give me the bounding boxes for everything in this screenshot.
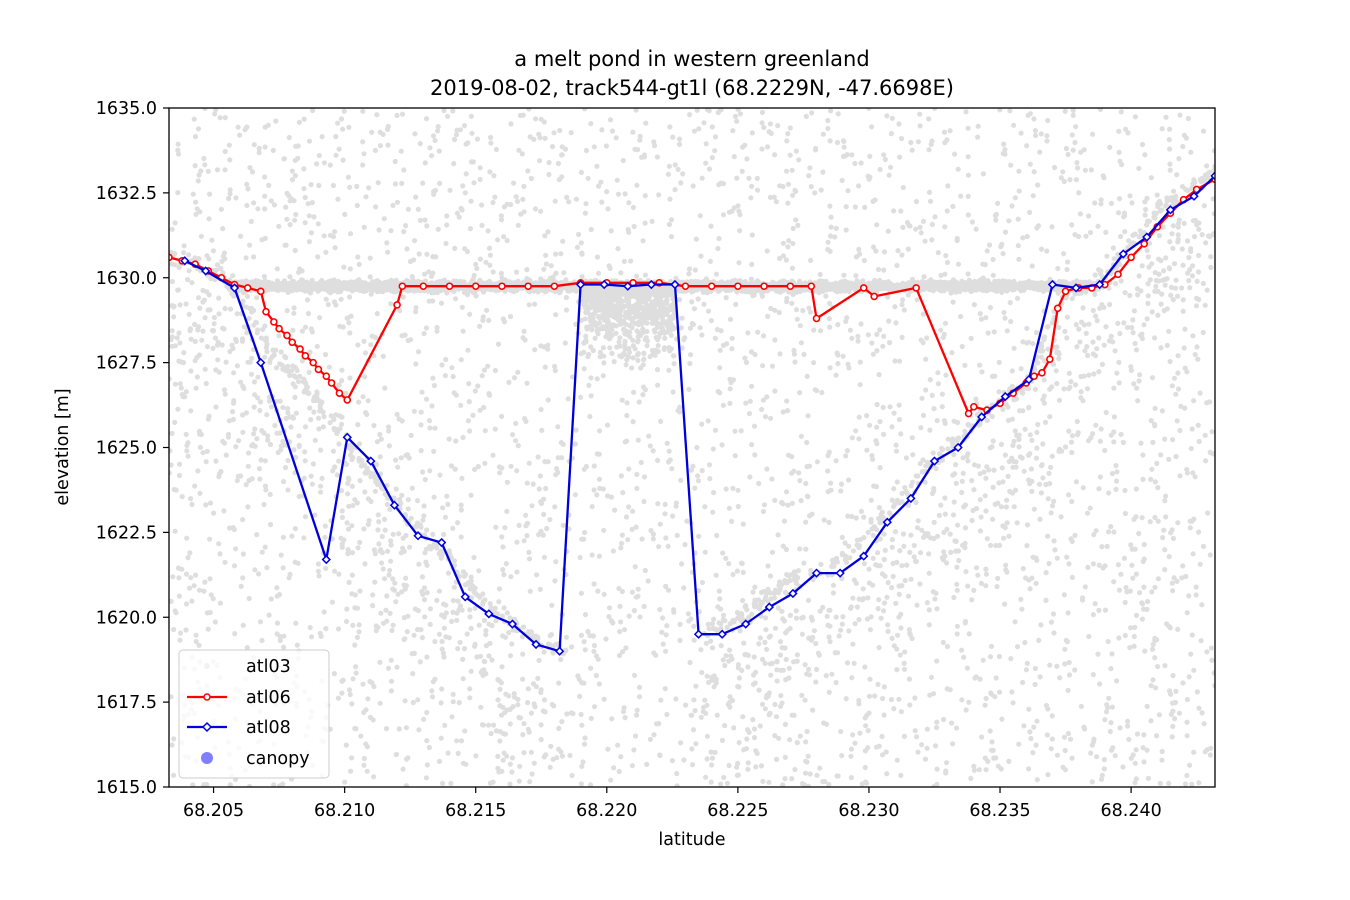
y-tick-label: 1635.0 [96,99,157,119]
atl06-point [966,411,972,417]
legend-marker-atl06 [204,694,210,700]
atl06-point [499,283,505,289]
atl06-point [276,326,282,332]
atl06-point [263,309,269,315]
atl06-point [289,339,295,345]
legend-label-atl06: atl06 [246,688,291,708]
y-tick-label: 1622.5 [96,523,157,543]
atl06-point [787,283,793,289]
atl06-point [297,346,303,352]
atl06-point [1047,356,1053,362]
atl06-point [271,319,277,325]
atl06-point [808,283,814,289]
y-tick-label: 1627.5 [96,354,157,374]
atl06-point [1063,288,1069,294]
x-tick-label: 68.240 [1100,801,1161,821]
atl06-point [1115,271,1121,277]
atl06-point [551,283,557,289]
atl06-point [447,283,453,289]
legend: atl03 atl06 atl08 canopy [179,650,329,778]
y-tick-label: 1615.0 [96,778,157,798]
x-tick-label: 68.205 [183,801,244,821]
atl06-point [284,332,290,338]
atl06-point [735,283,741,289]
atl06-point [302,353,308,359]
atl06-point [323,373,329,379]
atl06-point [1039,370,1045,376]
legend-label-atl08: atl08 [246,718,291,738]
x-tick-label: 68.215 [445,801,506,821]
atl06-point [525,283,531,289]
atl06-point [913,285,919,291]
atl06-point [329,380,335,386]
y-tick-label: 1617.5 [96,693,157,713]
legend-marker-canopy [201,752,213,764]
atl06-point [258,288,264,294]
atl06-point [344,397,350,403]
atl06-point [420,283,426,289]
y-tick-label: 1625.0 [96,439,157,459]
atl06-point [473,283,479,289]
chart-title: a melt pond in western greenland [514,47,869,71]
atl06-point [709,283,715,289]
y-axis-label: elevation [m] [53,388,73,505]
legend-label-atl03: atl03 [246,657,291,677]
atl06-point [1128,254,1134,260]
atl06-point [399,283,405,289]
atl06-point [861,285,867,291]
atl06-point [315,366,321,372]
legend-marker-atl03 [204,663,210,669]
x-tick-label: 68.230 [838,801,899,821]
y-tick-label: 1620.0 [96,608,157,628]
y-tick-label: 1630.0 [96,269,157,289]
x-tick-label: 68.210 [314,801,375,821]
atl06-point [310,360,316,366]
atl06-point [682,283,688,289]
chart-subtitle: 2019-08-02, track544-gt1l (68.2229N, -47… [430,76,954,100]
x-tick-label: 68.235 [969,801,1030,821]
atl06-point [1055,305,1061,311]
x-tick-label: 68.220 [576,801,637,821]
atl06-point [245,285,251,291]
atl06-point [394,302,400,308]
x-axis-label: latitude [658,830,725,850]
atl06-point [871,293,877,299]
atl06-point [971,404,977,410]
legend-label-canopy: canopy [246,749,310,769]
x-tick-label: 68.225 [707,801,768,821]
atl06-point [761,283,767,289]
atl06-point [814,315,820,321]
atl06-point [336,390,342,396]
y-tick-label: 1632.5 [96,184,157,204]
